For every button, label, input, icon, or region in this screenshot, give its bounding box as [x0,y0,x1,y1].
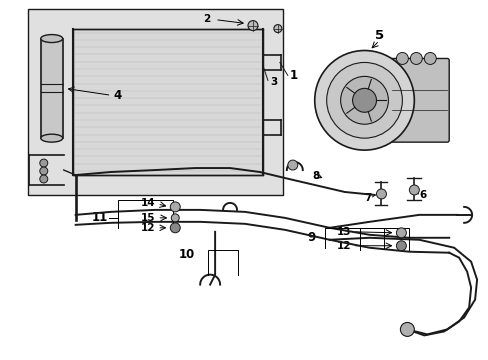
Text: 8: 8 [312,171,319,181]
Text: 15: 15 [141,213,155,223]
Text: 2: 2 [203,14,210,24]
Text: 3: 3 [269,77,277,87]
Circle shape [340,76,387,124]
Bar [73,28,263,175]
Circle shape [314,50,413,150]
Text: 13: 13 [336,227,351,237]
Text: 10: 10 [179,248,195,261]
Circle shape [170,202,180,212]
Circle shape [396,241,406,251]
Circle shape [273,24,281,32]
Circle shape [409,53,422,64]
Text: 12: 12 [141,223,155,233]
Circle shape [376,189,386,199]
Ellipse shape [41,35,62,42]
Circle shape [424,53,435,64]
Circle shape [352,88,376,112]
Circle shape [287,160,297,170]
Circle shape [171,214,179,222]
FancyBboxPatch shape [389,58,448,142]
Circle shape [40,159,48,167]
Text: 1: 1 [289,69,297,82]
Text: 4: 4 [113,89,122,102]
Circle shape [326,62,402,138]
Text: 11: 11 [91,211,107,224]
Circle shape [170,223,180,233]
Circle shape [40,167,48,175]
Circle shape [40,175,48,183]
Circle shape [396,53,407,64]
Text: 5: 5 [374,29,383,42]
Circle shape [247,21,258,31]
Text: 12: 12 [336,241,351,251]
Text: 9: 9 [307,231,315,244]
Bar [41,39,62,138]
Circle shape [396,228,406,238]
Text: 7: 7 [364,193,371,203]
Ellipse shape [41,134,62,142]
Bar [28,9,282,195]
Text: 14: 14 [141,198,155,208]
Circle shape [408,185,419,195]
Circle shape [400,323,413,336]
Text: 6: 6 [419,190,426,200]
